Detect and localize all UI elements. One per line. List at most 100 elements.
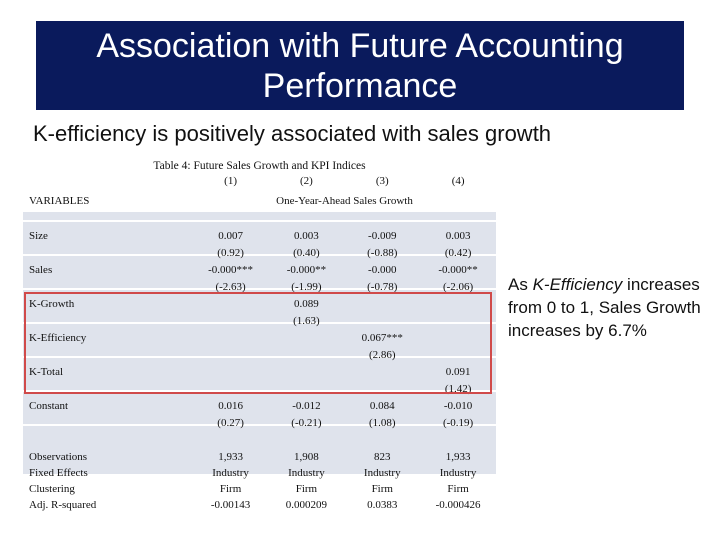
- table-cell: Industry: [288, 467, 325, 479]
- table-cell: -0.000***: [208, 264, 254, 276]
- row-shading: [23, 290, 496, 322]
- table-row: [23, 432, 496, 448]
- variable-label: Fixed Effects: [29, 467, 88, 479]
- table-cell: -0.012: [292, 400, 321, 412]
- table-cell: Industry: [212, 467, 249, 479]
- table-cell: 0.016: [218, 400, 243, 412]
- row-shading: [23, 222, 496, 254]
- table-cell: (1.63): [293, 315, 320, 327]
- table-cell: (-0.19): [442, 417, 474, 429]
- slide-title-line2: Performance: [262, 67, 458, 105]
- variable-label: [23, 245, 193, 261]
- table-cell: 0.0383: [367, 499, 398, 511]
- table-cell: Firm: [219, 483, 242, 495]
- column-number: (2): [300, 175, 313, 187]
- table-caption: Table 4: Future Sales Growth and KPI Ind…: [153, 160, 366, 172]
- variable-label: [23, 432, 193, 448]
- table-cell: [193, 432, 269, 448]
- table-cell: -0.000**: [438, 264, 478, 276]
- column-number: (1): [224, 175, 237, 187]
- row-shading: [23, 324, 496, 356]
- table-header-row: VARIABLES One-Year-Ahead Sales Growth: [23, 193, 496, 209]
- table-cell: Firm: [295, 483, 318, 495]
- table-cell: (0.40): [293, 247, 320, 259]
- table-cell: -0.010: [443, 400, 473, 412]
- table-cell: (0.92): [217, 247, 244, 259]
- table-cell: (2.86): [368, 349, 396, 361]
- variable-label: Constant: [29, 400, 69, 412]
- table-row: Sales -0.000*** -0.000** -0.000 -0.000**: [23, 262, 496, 278]
- table-cell: (0.27): [217, 417, 244, 429]
- slide-subtitle: K-efficiency is positively associated wi…: [33, 121, 552, 146]
- table-cell: 0.003: [294, 230, 319, 242]
- row-shading: [23, 442, 496, 474]
- table-cell: -0.00143: [210, 499, 251, 511]
- table-cell: [420, 432, 496, 448]
- table-cell: Industry: [363, 467, 401, 479]
- table-cell: 0.003: [445, 230, 471, 242]
- table-row: K-Efficiency 0.067***: [23, 330, 496, 346]
- table-row: K-Total 0.091: [23, 364, 496, 380]
- side-note: As K-Efficiency increases from 0 to 1, S…: [508, 273, 708, 342]
- table-row: (-2.63) (-1.99) (-0.78) (-2.06): [23, 279, 496, 295]
- table-cell: 823: [374, 451, 391, 463]
- variable-label: Adj. R-squared: [29, 499, 97, 511]
- variable-label: Size: [29, 230, 48, 242]
- slide-title: Association with Future Accounting Perfo…: [36, 21, 684, 110]
- variable-label: K-Total: [29, 366, 64, 378]
- table-row: (2.86): [23, 347, 496, 363]
- table-cell: 1,933: [445, 451, 471, 463]
- variable-label: Sales: [29, 264, 53, 276]
- table-row: (1.63): [23, 313, 496, 329]
- table-cell: -0.000: [368, 264, 397, 276]
- table-row: Clustering Firm Firm Firm Firm: [23, 481, 496, 497]
- table-row: Observations 1,933 1,908 823 1,933: [23, 449, 496, 465]
- table-cell: (-0.21): [291, 417, 322, 429]
- slide-title-line1: Association with Future Accounting: [96, 27, 624, 65]
- table-cell: 1,908: [294, 451, 319, 463]
- table-row: (0.92) (0.40) (-0.88) (0.42): [23, 245, 496, 261]
- table-cell: (0.42): [444, 247, 472, 259]
- row-shading: [23, 212, 496, 220]
- side-note-emphasis: K-Efficiency: [532, 275, 623, 294]
- variables-header: VARIABLES: [29, 195, 90, 207]
- table-cell: -0.000426: [435, 499, 481, 511]
- side-note-part1: As: [508, 275, 533, 294]
- variable-label: Clustering: [29, 483, 75, 495]
- highlight-box: [24, 292, 492, 394]
- table-cell: 1,933: [218, 451, 243, 463]
- row-shading: [23, 256, 496, 288]
- table-cell: Industry: [439, 467, 477, 479]
- table-row: Fixed Effects Industry Industry Industry Ind…: [23, 465, 496, 481]
- row-shading: [23, 358, 496, 390]
- table-row: K-Growth 0.089: [23, 296, 496, 312]
- table-cell: [269, 432, 345, 448]
- variable-label: K-Efficiency: [29, 332, 87, 344]
- table-cell: (-0.88): [367, 247, 398, 259]
- table-cell: (-2.63): [215, 281, 246, 293]
- table-cell: 0.067***: [361, 332, 403, 344]
- table-cell: 0.007: [218, 230, 243, 242]
- table-cell: Firm: [371, 483, 393, 495]
- table-cell: (-2.06): [442, 281, 474, 293]
- table-cell: 0.089: [294, 298, 319, 310]
- table-row: Constant 0.016 -0.012 0.084 -0.010: [23, 398, 496, 414]
- variable-label: K-Growth: [29, 298, 75, 310]
- dependent-variable-label: One-Year-Ahead Sales Growth: [276, 195, 413, 207]
- table-cell: -0.009: [368, 230, 397, 242]
- column-number: (3): [375, 175, 389, 187]
- table-cell: 0.000209: [285, 499, 328, 511]
- table-row: Adj. R-squared -0.00143 0.000209 0.0383 -0.0…: [23, 497, 496, 513]
- table-cell: [344, 432, 420, 448]
- side-note-part2: increases from 0 to 1, Sales Growth incr…: [508, 275, 701, 340]
- table-cell: 0.084: [369, 400, 395, 412]
- table-cell: (-0.78): [367, 281, 398, 293]
- table-cell: 0.091: [445, 366, 471, 378]
- row-shading: [23, 392, 496, 424]
- table-row: (0.27) (-0.21) (1.08) (-0.19): [23, 415, 496, 431]
- column-number: (4): [451, 175, 465, 187]
- table-row: Size 0.007 0.003 -0.009 0.003: [23, 228, 496, 244]
- table-column-numbers: (1) (2) (3) (4): [23, 174, 496, 188]
- table-cell: (1.08): [368, 417, 396, 429]
- table-cell: (-1.99): [291, 281, 322, 293]
